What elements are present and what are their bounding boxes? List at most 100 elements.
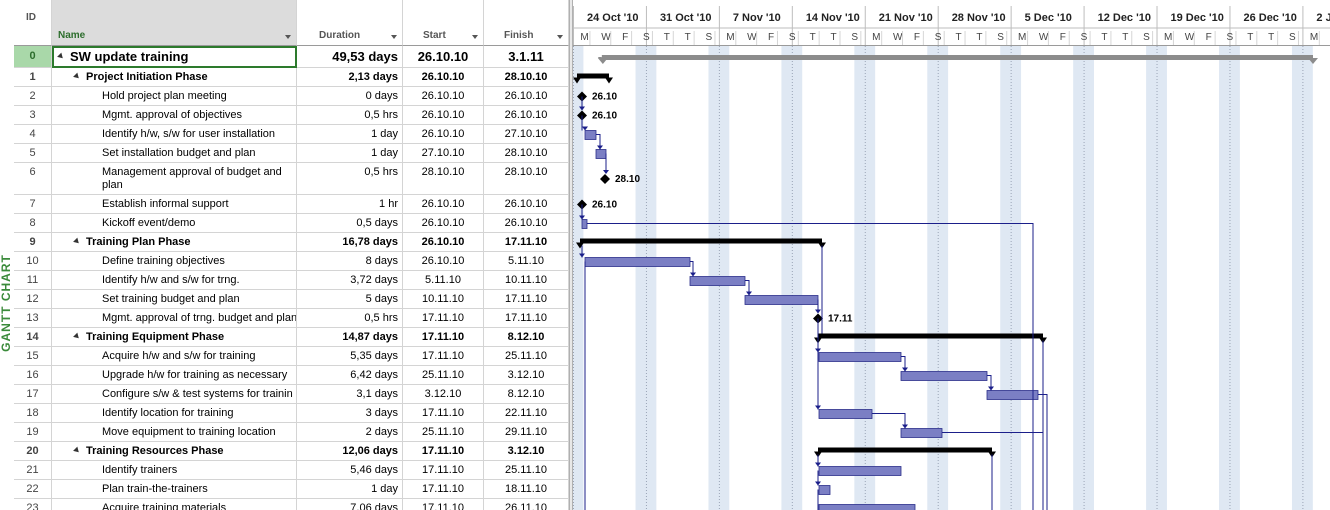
column-header-id[interactable]: ID (14, 0, 52, 46)
task-duration-cell[interactable]: 2,13 days (297, 68, 403, 87)
task-start-cell[interactable]: 26.10.10 (403, 87, 484, 106)
task-duration-cell[interactable]: 6,42 days (297, 366, 403, 385)
task-row[interactable]: 21 Identify trainers 5,46 days 17.11.10 25.1… (14, 461, 569, 480)
task-name-cell[interactable]: Move equipment to training location (52, 423, 297, 442)
task-duration-cell[interactable]: 16,78 days (297, 233, 403, 252)
task-duration-cell[interactable]: 1 day (297, 480, 403, 499)
task-name-cell[interactable]: Training Equipment Phase (52, 328, 297, 347)
task-finish-cell[interactable]: 26.10.10 (484, 214, 569, 233)
task-duration-cell[interactable]: 1 day (297, 144, 403, 163)
task-start-cell[interactable]: 28.10.10 (403, 163, 484, 195)
task-duration-cell[interactable]: 5,46 days (297, 461, 403, 480)
task-start-cell[interactable]: 17.11.10 (403, 480, 484, 499)
task-row[interactable]: 0 SW update training 49,53 days 26.10.10 3.1… (14, 46, 569, 68)
task-row[interactable]: 17 Configure s/w & test systems for train… (14, 385, 569, 404)
task-start-cell[interactable]: 26.10.10 (403, 46, 484, 68)
task-finish-cell[interactable]: 29.11.10 (484, 423, 569, 442)
task-duration-cell[interactable]: 1 day (297, 125, 403, 144)
task-start-cell[interactable]: 26.10.10 (403, 125, 484, 144)
task-start-cell[interactable]: 26.10.10 (403, 252, 484, 271)
task-finish-cell[interactable]: 3.1.11 (484, 46, 569, 68)
task-duration-cell[interactable]: 14,87 days (297, 328, 403, 347)
collapse-triangle-icon[interactable] (57, 52, 65, 61)
filter-dropdown-icon[interactable] (472, 35, 478, 39)
task-id-cell[interactable]: 0 (14, 46, 52, 68)
task-id-cell[interactable]: 14 (14, 328, 52, 347)
task-finish-cell[interactable]: 25.11.10 (484, 347, 569, 366)
task-duration-cell[interactable]: 3 days (297, 404, 403, 423)
task-id-cell[interactable]: 15 (14, 347, 52, 366)
task-duration-cell[interactable]: 0 days (297, 87, 403, 106)
task-name-cell[interactable]: Identify trainers (52, 461, 297, 480)
task-finish-cell[interactable]: 25.11.10 (484, 461, 569, 480)
view-bar[interactable]: GANTT CHART (0, 46, 14, 510)
task-duration-cell[interactable]: 0,5 hrs (297, 163, 403, 195)
task-finish-cell[interactable]: 18.11.10 (484, 480, 569, 499)
task-duration-cell[interactable]: 3,1 days (297, 385, 403, 404)
task-row[interactable]: 2 Hold project plan meeting 0 days 26.10.10… (14, 87, 569, 106)
task-name-cell[interactable]: Upgrade h/w for training as necessary (52, 366, 297, 385)
task-row[interactable]: 6 Management approval of budget and plan 0… (14, 163, 569, 195)
task-id-cell[interactable]: 4 (14, 125, 52, 144)
task-finish-cell[interactable]: 5.11.10 (484, 252, 569, 271)
task-row[interactable]: 9 Training Plan Phase 16,78 days 26.10.10 17… (14, 233, 569, 252)
task-id-cell[interactable]: 22 (14, 480, 52, 499)
task-finish-cell[interactable]: 26.11.10 (484, 499, 569, 510)
task-start-cell[interactable]: 17.11.10 (403, 309, 484, 328)
task-duration-cell[interactable]: 5,35 days (297, 347, 403, 366)
task-duration-cell[interactable]: 5 days (297, 290, 403, 309)
task-finish-cell[interactable]: 8.12.10 (484, 328, 569, 347)
task-start-cell[interactable]: 17.11.10 (403, 347, 484, 366)
task-duration-cell[interactable]: 12,06 days (297, 442, 403, 461)
column-header-finish[interactable]: Finish (484, 0, 569, 46)
task-name-cell[interactable]: Identify h/w and s/w for trng. (52, 271, 297, 290)
task-start-cell[interactable]: 17.11.10 (403, 461, 484, 480)
task-row[interactable]: 16 Upgrade h/w for training as necessary 6… (14, 366, 569, 385)
task-row[interactable]: 11 Identify h/w and s/w for trng. 3,72 day… (14, 271, 569, 290)
task-row[interactable]: 14 Training Equipment Phase 14,87 days 17.1… (14, 328, 569, 347)
filter-dropdown-icon[interactable] (391, 35, 397, 39)
task-duration-cell[interactable]: 2 days (297, 423, 403, 442)
task-id-cell[interactable]: 13 (14, 309, 52, 328)
filter-dropdown-icon[interactable] (557, 35, 563, 39)
task-name-cell[interactable]: Mgmt. approval of trng. budget and plan (52, 309, 297, 328)
column-header-duration[interactable]: Duration (297, 0, 403, 46)
task-start-cell[interactable]: 17.11.10 (403, 404, 484, 423)
collapse-triangle-icon[interactable] (73, 446, 81, 454)
task-start-cell[interactable]: 26.10.10 (403, 106, 484, 125)
task-finish-cell[interactable]: 26.10.10 (484, 195, 569, 214)
task-start-cell[interactable]: 26.10.10 (403, 214, 484, 233)
task-id-cell[interactable]: 12 (14, 290, 52, 309)
task-id-cell[interactable]: 21 (14, 461, 52, 480)
task-row[interactable]: 10 Define training objectives 8 days 26.10.… (14, 252, 569, 271)
task-name-cell[interactable]: Establish informal support (52, 195, 297, 214)
task-id-cell[interactable]: 17 (14, 385, 52, 404)
task-id-cell[interactable]: 19 (14, 423, 52, 442)
task-id-cell[interactable]: 10 (14, 252, 52, 271)
task-id-cell[interactable]: 3 (14, 106, 52, 125)
task-row[interactable]: 13 Mgmt. approval of trng. budget and pla… (14, 309, 569, 328)
task-start-cell[interactable]: 26.10.10 (403, 233, 484, 252)
task-finish-cell[interactable]: 28.10.10 (484, 144, 569, 163)
task-duration-cell[interactable]: 0,5 days (297, 214, 403, 233)
task-finish-cell[interactable]: 3.12.10 (484, 366, 569, 385)
task-name-cell[interactable]: Training Plan Phase (52, 233, 297, 252)
task-id-cell[interactable]: 8 (14, 214, 52, 233)
task-start-cell[interactable]: 25.11.10 (403, 423, 484, 442)
task-finish-cell[interactable]: 27.10.10 (484, 125, 569, 144)
task-name-cell[interactable]: Set installation budget and plan (52, 144, 297, 163)
task-start-cell[interactable]: 17.11.10 (403, 442, 484, 461)
task-name-cell[interactable]: Set training budget and plan (52, 290, 297, 309)
task-row[interactable]: 23 Acquire training materials 7,06 days 17.… (14, 499, 569, 510)
task-finish-cell[interactable]: 3.12.10 (484, 442, 569, 461)
task-id-cell[interactable]: 9 (14, 233, 52, 252)
task-finish-cell[interactable]: 28.10.10 (484, 68, 569, 87)
task-name-cell[interactable]: Identify location for training (52, 404, 297, 423)
task-name-cell[interactable]: Acquire h/w and s/w for training (52, 347, 297, 366)
collapse-triangle-icon[interactable] (73, 332, 81, 340)
task-id-cell[interactable]: 7 (14, 195, 52, 214)
task-finish-cell[interactable]: 17.11.10 (484, 233, 569, 252)
task-id-cell[interactable]: 11 (14, 271, 52, 290)
column-header-start[interactable]: Start (403, 0, 484, 46)
task-name-cell[interactable]: Hold project plan meeting (52, 87, 297, 106)
